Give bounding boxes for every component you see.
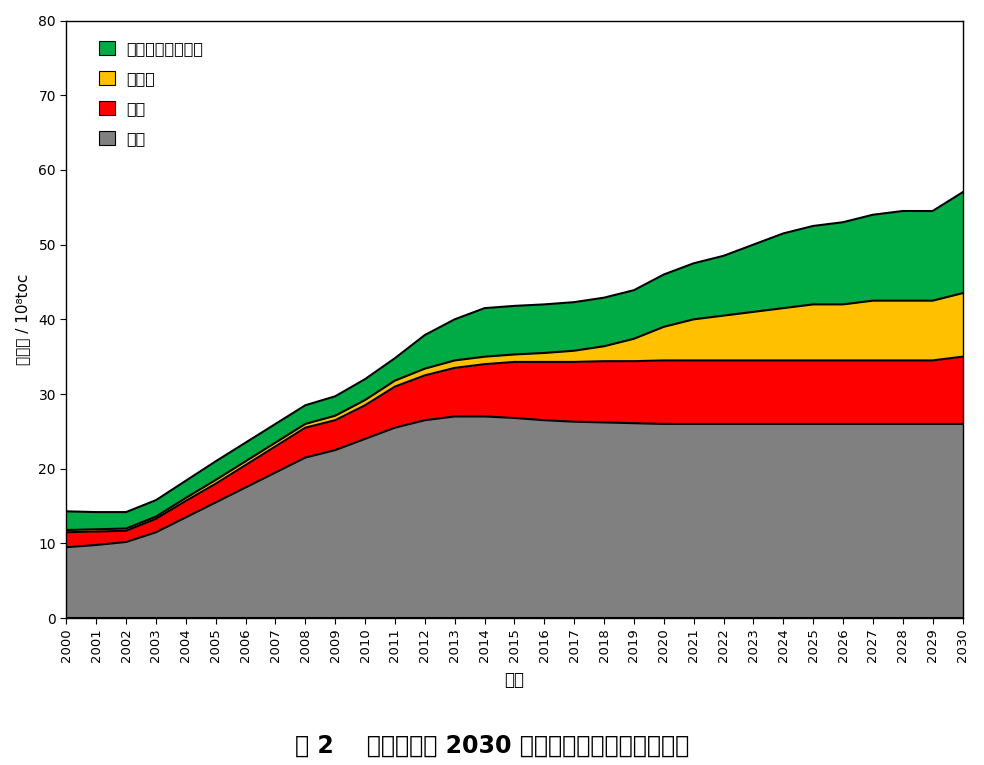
Y-axis label: 消费量 / 10⁸toc: 消费量 / 10⁸toc — [15, 274, 30, 365]
Text: 图 2    低碳背景下 2030 年中国能源消费结构预测图: 图 2 低碳背景下 2030 年中国能源消费结构预测图 — [295, 734, 689, 757]
Legend: 水电、核电、风电, 天然气, 石油, 某炭: 水电、核电、风电, 天然气, 石油, 某炭 — [92, 34, 210, 153]
X-axis label: 年份: 年份 — [505, 671, 524, 688]
